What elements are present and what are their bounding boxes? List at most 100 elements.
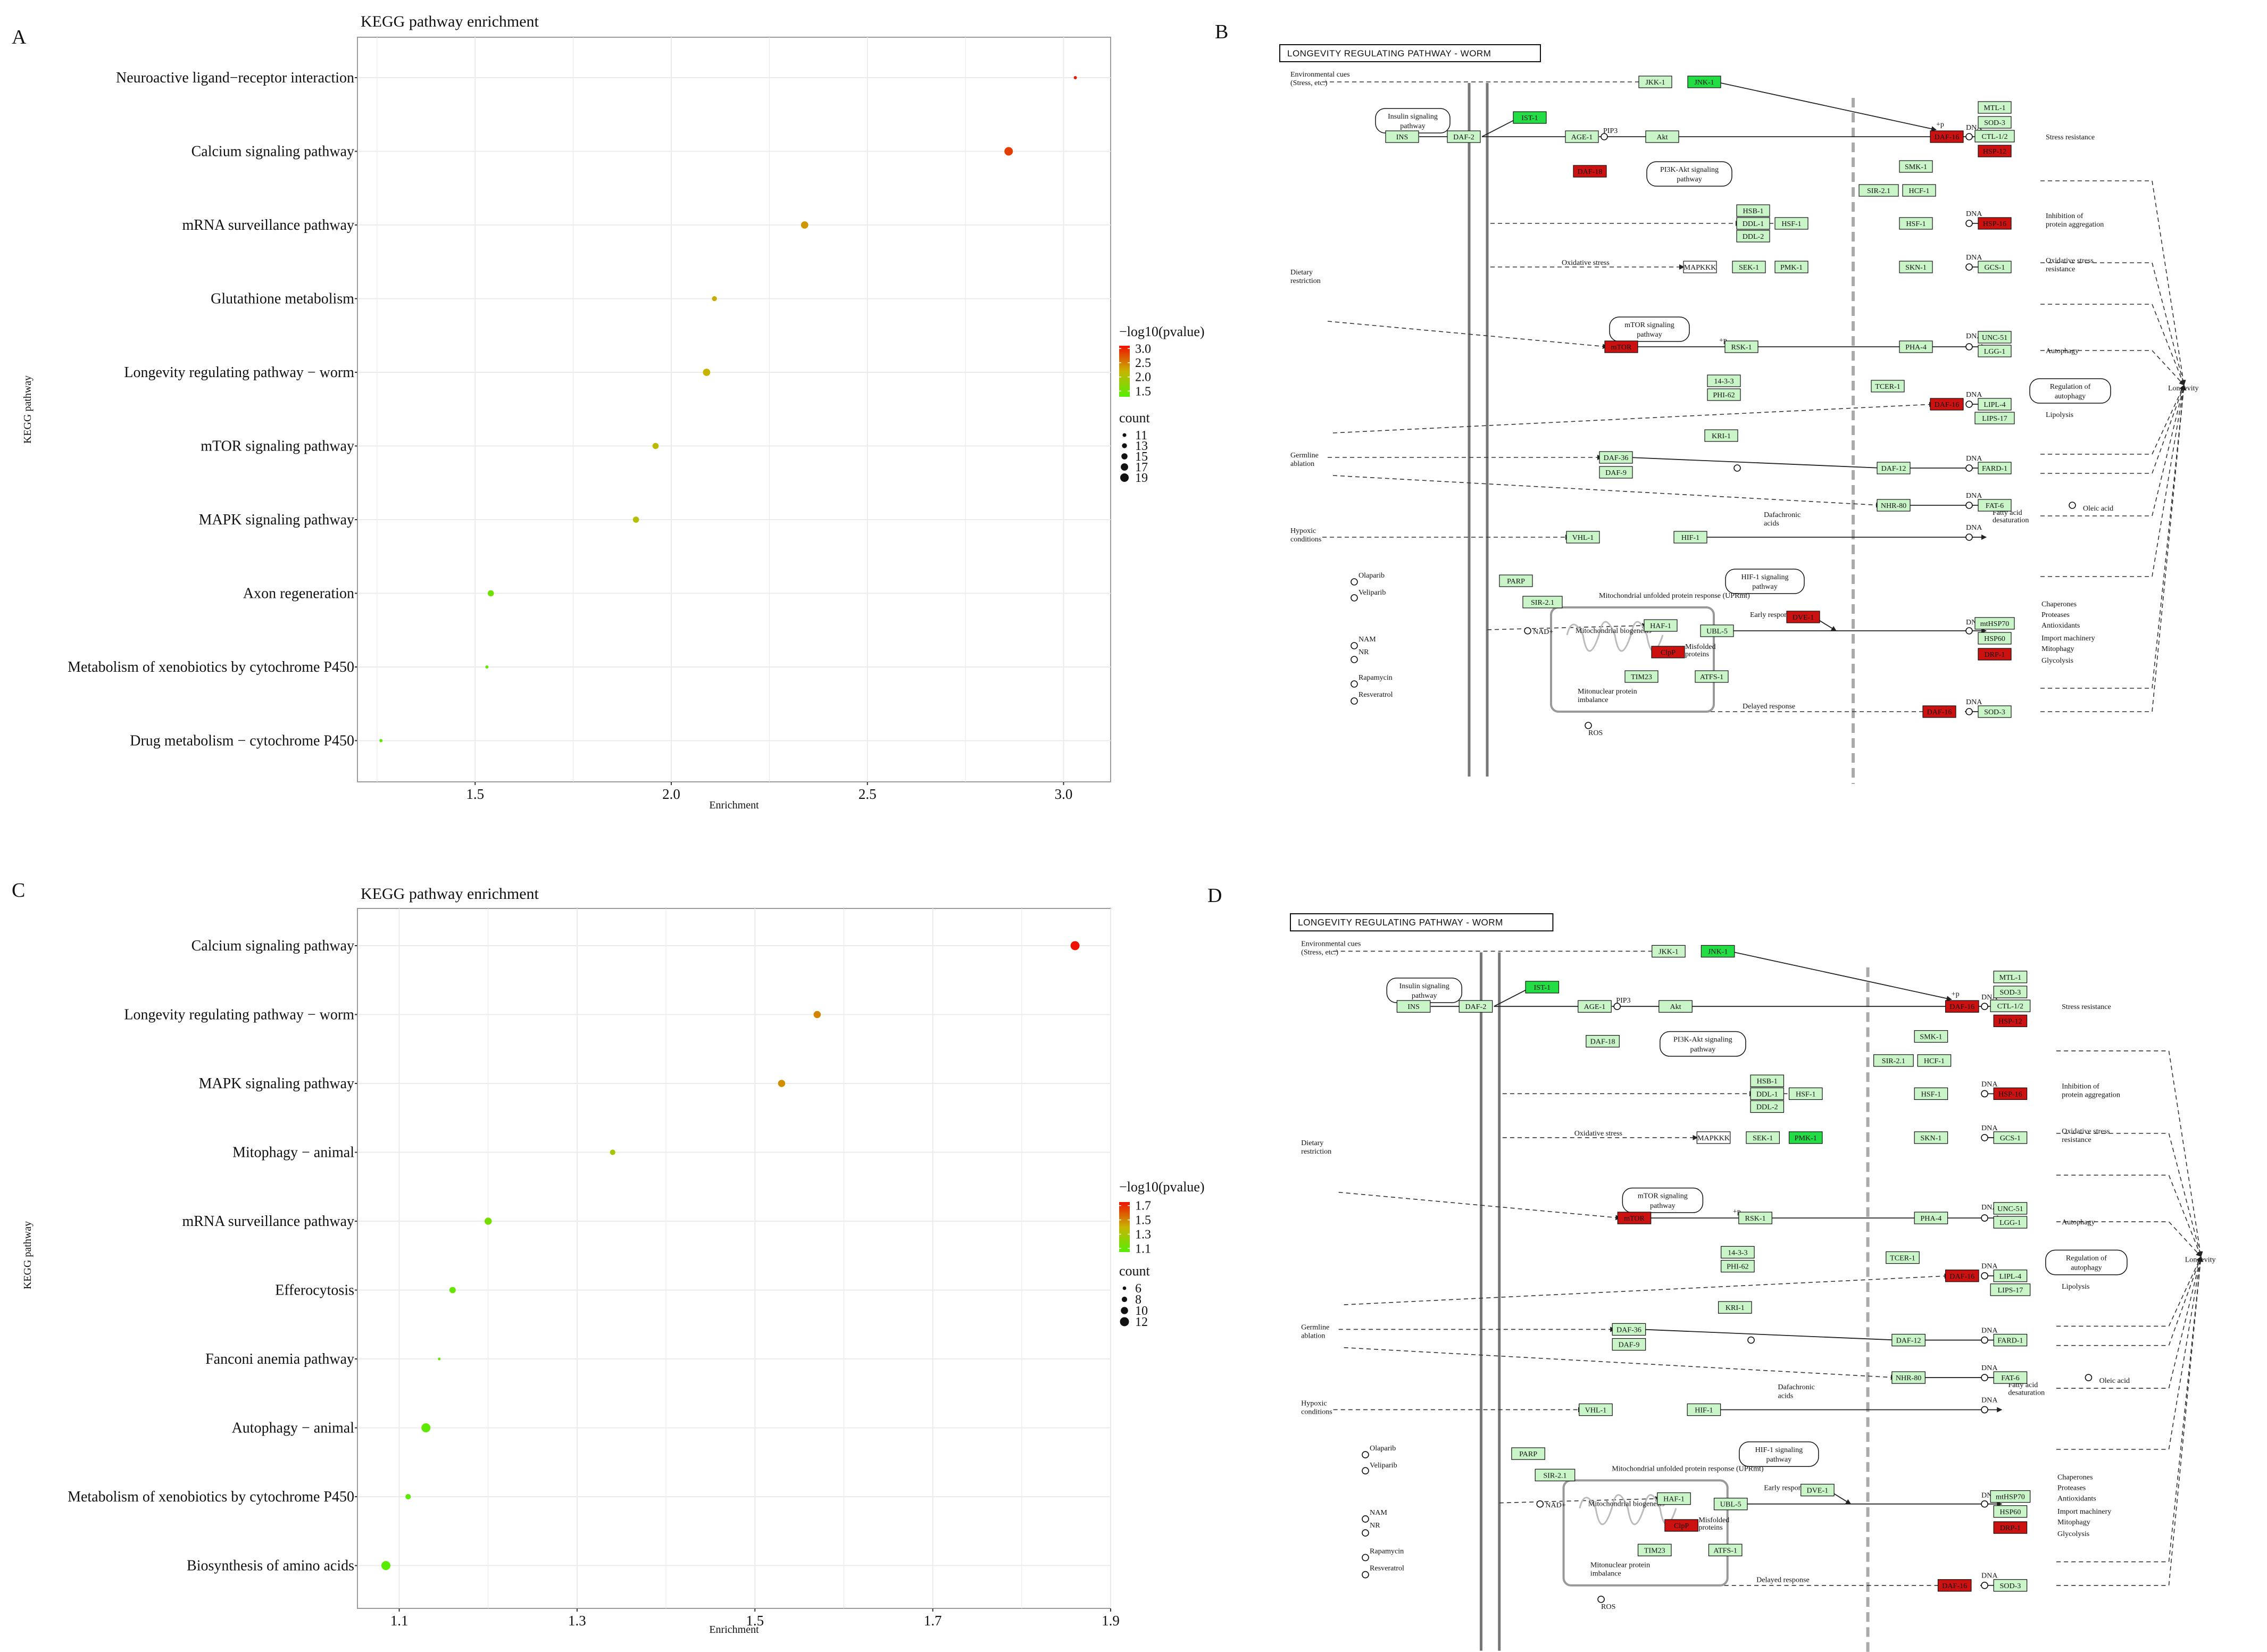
pathway-text: Hypoxic	[1290, 527, 1316, 535]
gene-label: ClpP	[1661, 649, 1676, 657]
gene-label: CTL-1/2	[1997, 1002, 2023, 1011]
pathway-text: Hypoxic	[1301, 1399, 1327, 1407]
compound-node	[1362, 1467, 1369, 1475]
pathway-edge	[2040, 180, 2186, 386]
pathway-text: NAM	[1358, 636, 1376, 644]
gene-box	[1624, 670, 1658, 683]
pathway-text: Longevity	[2185, 1256, 2216, 1264]
gene-label: PMK-1	[1795, 1134, 1817, 1142]
gene-label: GCS-1	[2000, 1134, 2021, 1142]
gene-box	[1899, 217, 1933, 230]
data-point	[379, 739, 383, 742]
size-legend-dot	[1121, 1296, 1128, 1303]
chart-a-xlabel: Enrichment	[709, 799, 759, 811]
gene-box	[1974, 412, 2015, 424]
gene-box	[1578, 1000, 1612, 1013]
pathway-text: Rapamycin	[1370, 1547, 1404, 1555]
pathway-text: Inhibition of	[2062, 1082, 2099, 1090]
gene-label: HCF-1	[1924, 1057, 1945, 1065]
pathway-text: (Stress, etc.)	[1301, 948, 1338, 957]
colorbar-tick-label: 1.5	[1135, 385, 1151, 398]
data-point	[610, 1149, 615, 1155]
pathway-bubble-label: pathway	[1412, 991, 1437, 1000]
pathway-text: Lipolysis	[2046, 411, 2073, 419]
chart-c-ylabel: Mitophagy − animal	[232, 1145, 354, 1161]
compound-node	[1733, 464, 1741, 472]
compound-node	[1351, 594, 1358, 602]
chart-c-points	[381, 941, 1080, 1570]
pathway-text: Olaparib	[1358, 572, 1385, 580]
pathway-bubble-label: pathway	[1650, 1202, 1676, 1210]
compound-node	[1981, 1336, 1988, 1344]
gene-label: DAF-12	[1896, 1337, 1921, 1345]
compound-node	[1351, 578, 1358, 586]
gene-label: DAF-16	[1949, 1003, 1974, 1011]
gene-box	[1565, 130, 1599, 143]
pathway-text: Resveratrol	[1370, 1564, 1404, 1573]
gene-label: DAF-2	[1465, 1003, 1486, 1011]
gene-box	[1599, 466, 1633, 479]
gene-label: DAF-16	[1942, 1582, 1967, 1590]
gene-label: MAPKKK	[1684, 264, 1716, 272]
pathway-bubble-label: pathway	[1752, 583, 1777, 591]
colorbar-tick-label: 1.7	[1135, 1199, 1151, 1213]
gene-label: SIR-2.1	[1543, 1471, 1566, 1480]
pathway-text: Early response	[1750, 611, 1794, 619]
pathway-text: (Stress, etc.)	[1290, 79, 1328, 87]
gene-box	[1683, 261, 1717, 273]
gene-box	[1899, 261, 1933, 273]
chart-a-ylabel: Axon regeneration	[243, 586, 354, 602]
gene-label: HCF-1	[1909, 187, 1930, 195]
pathway-bubble-label: pathway	[1690, 1045, 1716, 1054]
gene-label: TIM23	[1631, 673, 1652, 681]
gene-box	[1993, 1087, 2028, 1100]
pathway-text: Mitochondrial biogenesis	[1588, 1500, 1665, 1508]
pathway-bubble	[1609, 316, 1690, 342]
pathway-edge	[2040, 385, 2186, 577]
pathway-text: +p	[1952, 990, 1960, 998]
compound-node	[1965, 502, 1973, 509]
gene-label: FARD-1	[1997, 1337, 2023, 1345]
size-legend-label: 8	[1135, 1293, 1141, 1307]
gene-label: LGG-1	[1999, 1219, 2021, 1227]
gene-label: CTL-1/2	[1982, 133, 2008, 141]
gene-box	[1993, 1579, 2028, 1592]
data-point	[778, 1080, 786, 1087]
gene-box	[1974, 130, 2015, 143]
chart-a-grid	[355, 37, 1111, 782]
gene-box	[1511, 1447, 1545, 1460]
kegg-title-box	[1279, 44, 1541, 62]
x-tick-label: 1.5	[466, 786, 484, 802]
pathway-text: DNA	[1981, 1396, 1998, 1404]
gene-box	[1687, 1403, 1721, 1416]
size-legend-label: 6	[1135, 1282, 1141, 1296]
gene-box	[1604, 340, 1638, 353]
gene-label: PHA-4	[1905, 344, 1927, 352]
gene-box	[1721, 1246, 1755, 1259]
gene-box	[1535, 1469, 1576, 1482]
chart-c-plot-area	[357, 908, 1111, 1609]
pathway-bubble-label: HIF-1 signaling	[1741, 573, 1788, 581]
pathway-edge	[2040, 385, 2185, 455]
compound-node	[1981, 1134, 1988, 1141]
pathway-text: DNA	[1966, 698, 1982, 706]
gene-label: PHI-62	[1727, 1263, 1748, 1271]
size-legend-label: 15	[1135, 450, 1148, 464]
pathway-edge	[2040, 385, 2185, 474]
pathway-text: NAM	[1370, 1508, 1387, 1517]
gene-box	[1877, 499, 1911, 512]
gene-label: SIR-2.1	[1531, 599, 1554, 607]
compound-node	[1981, 1214, 1988, 1222]
gene-label: SOD-3	[1984, 119, 2005, 127]
pathway-text: resistance	[2062, 1136, 2091, 1144]
pathway-text: PIP3	[1603, 127, 1618, 135]
gene-label: SOD-3	[1999, 988, 2021, 997]
pathway-edge	[2040, 385, 2187, 689]
chart-a-ylabel-title: KEGG pathway	[22, 376, 34, 444]
gene-label: UBL-5	[1720, 1500, 1741, 1509]
gene-label: AGE-1	[1571, 134, 1593, 141]
pathway-edge	[1628, 457, 1882, 471]
gene-label: LIPS-17	[1982, 415, 2007, 423]
gene-label: SOD-3	[1999, 1582, 2021, 1590]
gene-label: GCS-1	[1985, 264, 2005, 272]
